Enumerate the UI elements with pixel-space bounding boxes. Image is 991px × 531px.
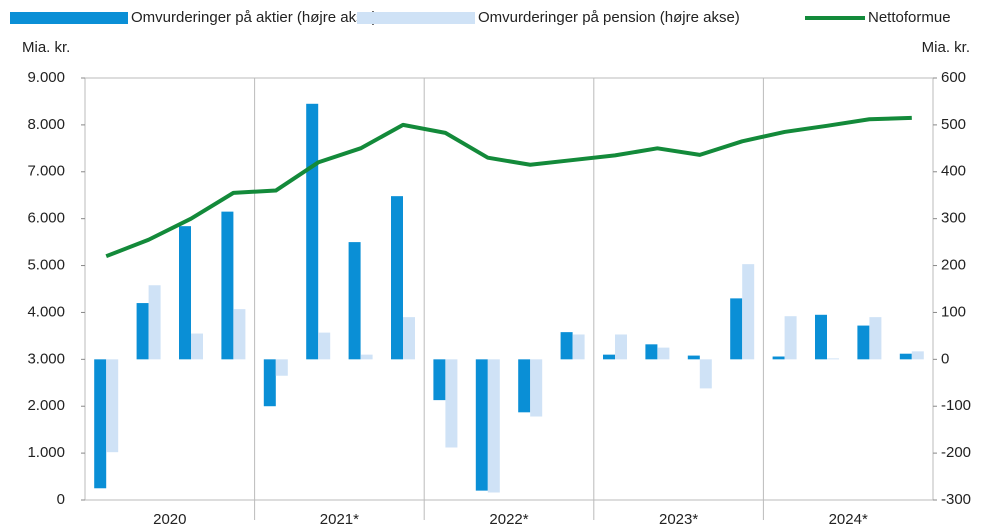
- bar: [899, 353, 912, 360]
- y2-tick-label: -200: [941, 444, 971, 461]
- bar: [657, 347, 670, 360]
- y2-tick-label: 600: [941, 69, 966, 86]
- bar: [572, 334, 585, 360]
- line: [105, 115, 912, 259]
- bar: [360, 354, 373, 360]
- plot-frame: [84, 77, 934, 501]
- y-tick-label: 1.000: [27, 444, 65, 461]
- bar: [233, 309, 246, 360]
- y2-tick-label: -100: [941, 397, 971, 414]
- legend-swatch: [10, 12, 128, 24]
- y-tick-label: 9.000: [27, 69, 65, 86]
- bar: [191, 333, 203, 360]
- legend-label: Omvurderinger på pension (højre akse): [478, 9, 740, 26]
- bar: [827, 358, 839, 360]
- y2-tick-label: 400: [941, 163, 966, 180]
- y-tick-label: 3.000: [27, 350, 65, 367]
- bar: [445, 359, 458, 448]
- y2-tick-label: -300: [941, 491, 971, 508]
- y2-tick-label: 200: [941, 257, 966, 274]
- y-axis-label: Mia. kr.: [22, 39, 70, 56]
- y2-tick-label: 300: [941, 210, 966, 227]
- y2-tick-label: 100: [941, 303, 966, 320]
- bar: [263, 359, 276, 407]
- x-group-label: 2020: [153, 511, 186, 528]
- bar: [475, 359, 488, 491]
- y2-tick-label: 500: [941, 116, 966, 133]
- bar: [772, 356, 785, 360]
- bar: [687, 355, 700, 360]
- bar: [275, 359, 288, 376]
- x-group-label: 2024*: [829, 511, 868, 528]
- bar: [911, 351, 924, 360]
- bar: [179, 226, 191, 360]
- legend-swatch: [357, 12, 475, 24]
- bar: [518, 359, 531, 413]
- x-group-label: 2021*: [320, 511, 359, 528]
- bar: [403, 317, 415, 360]
- bar: [869, 317, 882, 360]
- y-tick-label: 4.000: [27, 303, 65, 320]
- bar: [136, 303, 149, 360]
- bar: [560, 332, 573, 360]
- bar: [603, 354, 615, 360]
- bar: [318, 332, 331, 360]
- bar: [742, 264, 755, 360]
- y-tick-label: 7.000: [27, 163, 65, 180]
- bar: [221, 211, 234, 360]
- bar: [784, 316, 797, 360]
- bar: [815, 314, 827, 360]
- bar: [615, 334, 627, 360]
- x-group-label: 2022*: [489, 511, 528, 528]
- bar: [106, 359, 119, 453]
- legend-label: Nettoformue: [868, 9, 951, 26]
- bar: [306, 103, 319, 360]
- y2-tick-label: 0: [941, 350, 949, 367]
- bar: [530, 359, 543, 417]
- y-tick-label: 2.000: [27, 397, 65, 414]
- y2-axis-label: Mia. kr.: [922, 39, 970, 56]
- y-tick-label: 0: [57, 491, 65, 508]
- bar: [148, 285, 161, 360]
- bar: [348, 242, 361, 360]
- y-tick-label: 8.000: [27, 116, 65, 133]
- y-tick-label: 6.000: [27, 210, 65, 227]
- bar: [699, 359, 712, 389]
- bar: [94, 359, 107, 489]
- y-tick-label: 5.000: [27, 257, 65, 274]
- bar: [645, 344, 658, 360]
- bar: [433, 359, 446, 401]
- bar: [730, 298, 743, 360]
- bar: [857, 325, 870, 360]
- x-group-label: 2023*: [659, 511, 698, 528]
- bar: [391, 196, 403, 360]
- bar: [487, 359, 500, 493]
- legend-label: Omvurderinger på aktier (højre akse): [131, 9, 377, 26]
